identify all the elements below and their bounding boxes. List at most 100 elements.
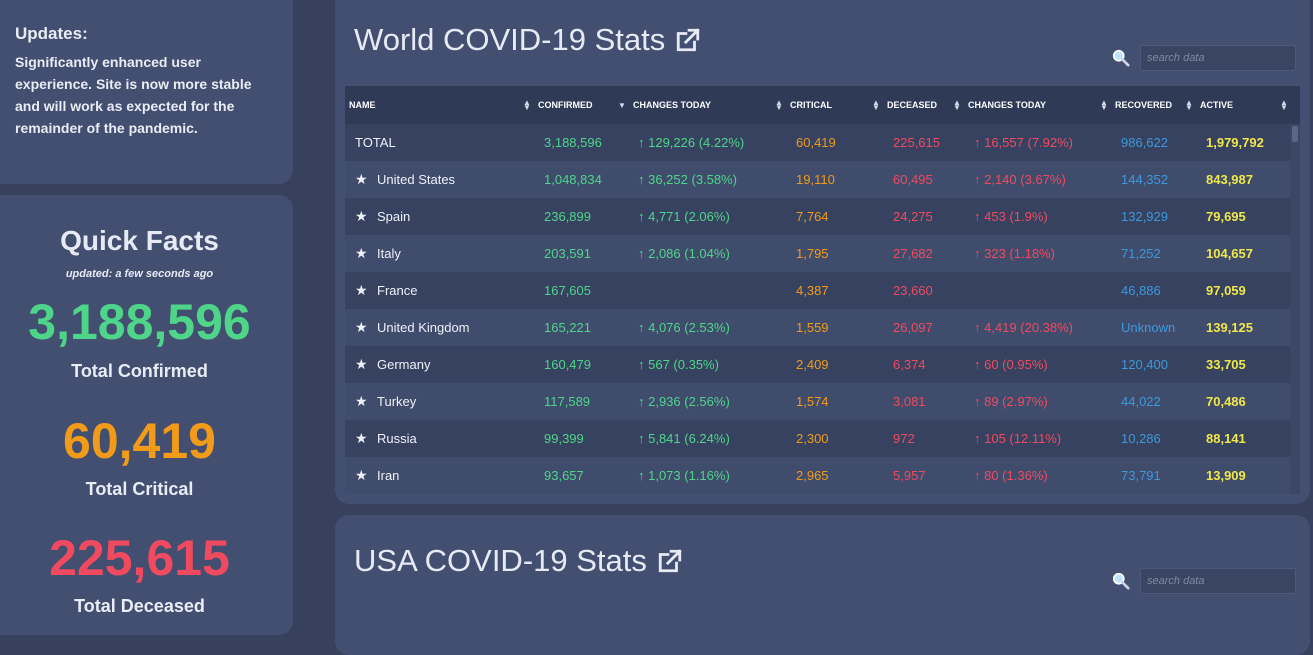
row-name: United Kingdom <box>377 320 470 335</box>
row-recovered: 10,286 <box>1121 431 1161 446</box>
row-changes-deceased: ↑ 16,557 (7.92%) <box>974 135 1074 150</box>
row-critical: 1,574 <box>796 394 829 409</box>
external-link-icon[interactable] <box>675 27 701 53</box>
updates-heading: Updates: <box>15 24 88 43</box>
row-deceased: 5,957 <box>893 468 926 483</box>
row-deceased: 24,275 <box>893 209 933 224</box>
row-critical: 60,419 <box>796 135 836 150</box>
col-header-changes-deceased[interactable]: CHANGES TODAY <box>968 100 1047 110</box>
row-critical: 2,300 <box>796 431 829 446</box>
row-active: 70,486 <box>1206 394 1246 409</box>
table-row[interactable]: ★ France 167,605 4,387 23,660 46,886 97,… <box>345 272 1290 309</box>
table-row[interactable]: ★ United States 1,048,834 ↑ 36,252 (3.58… <box>345 161 1290 198</box>
row-critical: 2,965 <box>796 468 829 483</box>
col-header-deceased[interactable]: DECEASED <box>887 100 938 110</box>
quick-facts-card: Quick Facts updated: a few seconds ago 3… <box>0 195 293 635</box>
row-name: Spain <box>377 209 411 224</box>
row-critical: 1,795 <box>796 246 829 261</box>
row-deceased: 6,374 <box>893 357 926 372</box>
row-changes-confirmed: ↑ 567 (0.35%) <box>638 357 719 372</box>
sort-arrows-icon[interactable]: ▲ ▼ <box>872 98 880 112</box>
world-stats-title: World COVID-19 Stats <box>354 22 666 57</box>
table-row[interactable]: ★ Italy 203,591 ↑ 2,086 (1.04%) 1,795 27… <box>345 235 1290 272</box>
row-name: Iran <box>377 468 400 483</box>
star-icon[interactable]: ★ <box>355 467 368 483</box>
star-icon[interactable]: ★ <box>355 393 368 409</box>
col-header-recovered[interactable]: RECOVERED <box>1115 100 1173 110</box>
sort-arrows-icon[interactable]: ▲ ▼ <box>1280 98 1288 112</box>
star-icon[interactable]: ★ <box>355 319 368 335</box>
updated-value: a few seconds ago <box>115 268 214 280</box>
sort-arrows-icon[interactable]: ▲ ▼ <box>1100 98 1108 112</box>
star-icon[interactable]: ★ <box>355 282 368 298</box>
row-confirmed: 165,221 <box>544 320 591 335</box>
col-header-active[interactable]: ACTIVE <box>1200 100 1234 110</box>
sort-arrows-icon[interactable]: ▲ ▼ <box>523 98 531 112</box>
sort-arrows-icon[interactable]: ▲ ▼ <box>953 98 961 112</box>
row-active: 13,909 <box>1206 468 1246 483</box>
row-recovered: 120,400 <box>1121 357 1168 372</box>
row-changes-deceased: ↑ 80 (1.36%) <box>974 468 1048 483</box>
table-header: NAME ▲ ▼ CONFIRMED ▼ CHANGES TODAY ▲ ▼ CRI… <box>345 86 1300 124</box>
row-changes-confirmed: ↑ 2,086 (1.04%) <box>638 246 730 261</box>
row-active: 33,705 <box>1206 357 1246 372</box>
col-header-name[interactable]: NAME <box>349 100 376 110</box>
external-link-icon[interactable] <box>657 548 683 574</box>
row-changes-confirmed: ↑ 5,841 (6.24%) <box>638 431 730 446</box>
scrollbar-thumb[interactable] <box>1292 126 1298 142</box>
star-icon[interactable]: ★ <box>355 245 368 261</box>
row-active: 97,059 <box>1206 283 1246 298</box>
world-search-input[interactable] <box>1140 45 1296 71</box>
sort-arrows-icon[interactable]: ▲ ▼ <box>775 98 783 112</box>
row-confirmed: 167,605 <box>544 283 591 298</box>
row-recovered: 46,886 <box>1121 283 1161 298</box>
star-icon[interactable]: ★ <box>355 430 368 446</box>
row-name: France <box>377 283 418 298</box>
row-deceased: 3,081 <box>893 394 926 409</box>
row-critical: 2,409 <box>796 357 829 372</box>
sort-desc-icon[interactable]: ▼ <box>618 101 626 110</box>
quick-facts-title: Quick Facts <box>60 225 219 256</box>
row-changes-confirmed: ↑ 2,936 (2.56%) <box>638 394 730 409</box>
table-row[interactable]: ★ Russia 99,399 ↑ 5,841 (6.24%) 2,300 97… <box>345 420 1290 457</box>
row-recovered: 144,352 <box>1121 172 1168 187</box>
row-critical: 1,559 <box>796 320 829 335</box>
row-recovered: 132,929 <box>1121 209 1168 224</box>
row-changes-deceased: ↑ 2,140 (3.67%) <box>974 172 1066 187</box>
total-confirmed-label: Total Confirmed <box>71 361 208 381</box>
star-icon[interactable]: ★ <box>355 356 368 372</box>
row-critical: 19,110 <box>796 172 835 187</box>
table-row[interactable]: ★ Germany 160,479 ↑ 567 (0.35%) 2,409 6,… <box>345 346 1290 383</box>
usa-search-input[interactable] <box>1140 568 1296 594</box>
table-row[interactable]: ★ Spain 236,899 ↑ 4,771 (2.06%) 7,764 24… <box>345 198 1290 235</box>
row-changes-deceased: ↑ 323 (1.18%) <box>974 246 1055 261</box>
row-confirmed: 3,188,596 <box>544 135 602 150</box>
table-row[interactable]: ★ Turkey 117,589 ↑ 2,936 (2.56%) 1,574 3… <box>345 383 1290 420</box>
row-changes-confirmed: ↑ 1,073 (1.16%) <box>638 468 730 483</box>
star-icon[interactable]: ★ <box>355 171 368 187</box>
table-row[interactable]: ★ United Kingdom 165,221 ↑ 4,076 (2.53%)… <box>345 309 1290 346</box>
col-header-changes-confirmed[interactable]: CHANGES TODAY <box>633 100 712 110</box>
total-critical-label: Total Critical <box>85 479 194 499</box>
row-name: Russia <box>377 431 417 446</box>
sort-arrows-icon[interactable]: ▲ ▼ <box>1185 98 1193 112</box>
row-confirmed: 236,899 <box>544 209 591 224</box>
table-row[interactable]: ★ Iran 93,657 ↑ 1,073 (1.16%) 2,965 5,95… <box>345 457 1290 494</box>
updates-card: Updates: Significantly enhanced user exp… <box>0 0 293 184</box>
col-header-critical[interactable]: CRITICAL <box>790 100 832 110</box>
row-name: TOTAL <box>355 135 396 150</box>
row-confirmed: 93,657 <box>544 468 584 483</box>
row-changes-confirmed: ↑ 129,226 (4.22%) <box>638 135 745 150</box>
row-deceased: 23,660 <box>893 283 933 298</box>
total-confirmed-value: 3,188,596 <box>28 294 251 350</box>
row-recovered: 44,022 <box>1121 394 1161 409</box>
row-critical: 7,764 <box>796 209 829 224</box>
total-deceased-label: Total Deceased <box>74 596 205 616</box>
col-header-confirmed[interactable]: CONFIRMED <box>538 100 593 110</box>
row-recovered: 71,252 <box>1121 246 1161 261</box>
table-scrollbar[interactable] <box>1290 124 1300 494</box>
row-deceased: 60,495 <box>893 172 933 187</box>
world-stats-heading: World COVID-19 Stats <box>354 22 701 58</box>
star-icon[interactable]: ★ <box>355 208 368 224</box>
row-changes-confirmed: ↑ 4,771 (2.06%) <box>638 209 730 224</box>
